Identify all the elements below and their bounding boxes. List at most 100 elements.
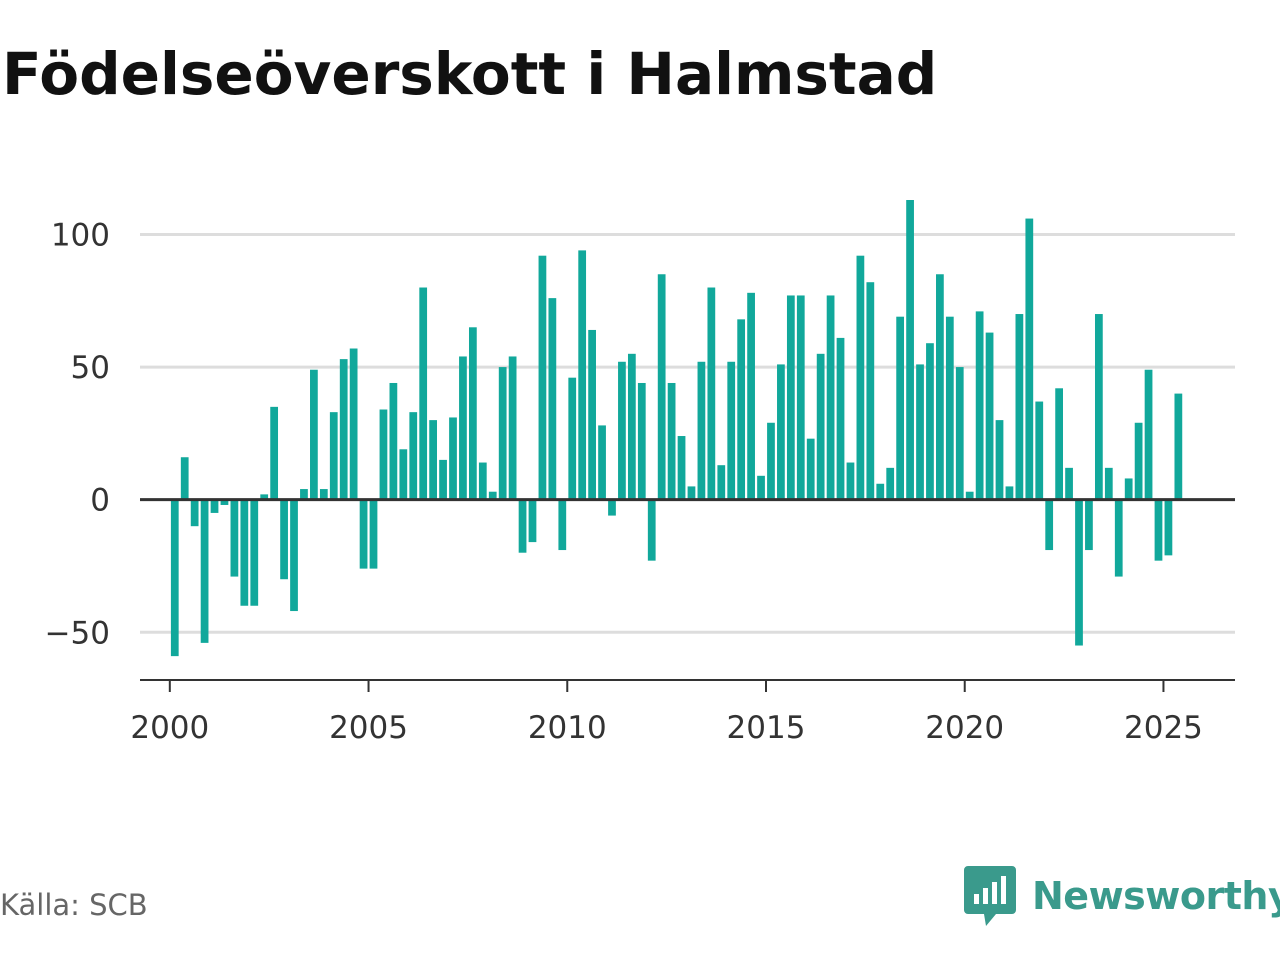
bar [518,499,527,553]
bar [767,422,775,500]
bar [876,483,885,500]
bar [727,361,736,500]
bar [310,369,318,500]
bar [419,287,428,500]
bar [578,250,587,500]
bar [826,295,835,500]
bar [478,462,487,500]
bar [538,255,547,500]
x-tick-label: 2000 [130,710,209,746]
bars [170,200,1183,657]
bar [270,406,279,500]
bar [399,449,408,500]
bar [985,332,994,500]
bar [210,499,219,513]
bar [866,282,875,500]
bar [260,494,269,500]
bar [319,489,328,500]
bar [339,359,348,500]
bar [796,295,805,500]
bar [806,438,815,500]
bar [598,425,606,500]
bar [955,367,964,500]
y-tick-label: 100 [51,217,110,253]
x-tick-label: 2020 [925,710,1004,746]
bar [1065,467,1073,500]
bar [687,486,696,500]
bar [945,316,954,500]
bar [369,499,378,569]
bar [468,327,477,500]
bar [777,364,785,500]
bar [916,364,924,500]
bar [200,499,209,643]
bar [886,467,895,500]
bar [926,343,934,500]
bar [1045,499,1054,551]
bar [1075,499,1083,646]
bar [757,475,765,500]
bar [936,274,944,500]
bar [280,499,288,580]
y-tick-label: 50 [71,350,110,386]
bar [548,298,557,500]
bar [1134,422,1143,500]
bar [1094,314,1103,500]
bar [1124,478,1133,500]
bar [1025,218,1034,500]
bar [180,457,189,500]
bar [657,274,666,500]
y-axis: 100 50 0 −50 [45,217,110,651]
bar [190,499,199,527]
x-tick-label: 2010 [528,710,607,746]
bar [836,337,845,500]
x-tick-label: 2025 [1124,710,1203,746]
bar [816,353,825,500]
bar [846,462,855,500]
bar [240,499,249,606]
bar [449,417,457,500]
bar [1015,314,1024,500]
bar [230,499,239,577]
bar [975,311,984,500]
bar [439,459,447,500]
newsworthy-brand[interactable]: Newsworthy [964,864,1280,928]
bar [508,356,517,500]
bar [568,377,577,500]
bar [707,287,716,500]
bar [965,491,974,500]
y-tick-label: −50 [45,615,110,651]
bar [498,367,507,500]
bar [1035,401,1044,500]
x-tick-label: 2015 [727,710,806,746]
bar [747,292,755,500]
bar [995,420,1004,500]
bar [1144,369,1153,500]
x-axis: 2000 2005 2010 2015 2020 2025 [130,680,1203,746]
brand-name: Newsworthy [1032,874,1280,918]
bar [618,361,626,500]
bar [220,499,229,505]
bar [677,436,686,500]
bar [558,499,567,551]
bar [349,348,358,500]
bar [359,499,368,569]
bar [170,499,179,657]
chart-title: Födelseöverskott i Halmstad [2,40,938,108]
bar [608,499,616,516]
bar [389,382,398,500]
bar [1104,467,1113,500]
bar [409,412,418,500]
source-credit: Källa: SCB [0,888,148,922]
bar [528,499,537,543]
bar [290,499,298,612]
bar [1114,499,1123,577]
bar [1005,486,1014,500]
bar [627,353,636,500]
bar [667,382,676,500]
gridlines [140,232,1235,634]
bar [1174,393,1183,500]
bar [896,316,905,500]
newsworthy-logo-icon [964,866,1016,926]
